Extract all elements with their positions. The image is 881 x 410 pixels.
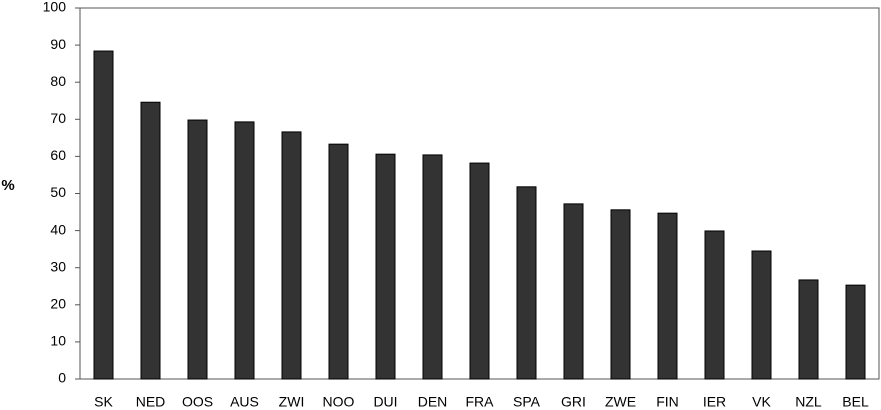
x-tick-label: SPA <box>513 394 541 410</box>
x-tick-label: SK <box>94 394 113 410</box>
bar <box>751 250 772 380</box>
x-tick-label: FIN <box>656 394 679 410</box>
y-tick-label: 10 <box>50 333 66 349</box>
bar <box>563 203 584 380</box>
bar <box>328 143 349 380</box>
x-tick-label: OOS <box>182 394 213 410</box>
y-tick-label: 80 <box>50 73 66 89</box>
y-tick-label: 70 <box>50 110 66 126</box>
x-tick-label: DUI <box>373 394 397 410</box>
y-tick-label: 50 <box>50 184 66 200</box>
bar <box>704 230 725 380</box>
y-tick-label: 60 <box>50 147 66 163</box>
y-tick-label: 90 <box>50 36 66 52</box>
x-tick-label: IER <box>703 394 726 410</box>
x-tick-label: ZWI <box>279 394 305 410</box>
bar <box>469 162 490 380</box>
x-tick-label: DEN <box>418 394 448 410</box>
bar <box>798 279 819 380</box>
x-tick-label: GRI <box>561 394 586 410</box>
x-tick-label: VK <box>752 394 771 410</box>
y-tick-label: 100 <box>43 0 67 15</box>
x-tick-label: AUS <box>230 394 259 410</box>
x-tick-label: ZWE <box>605 394 636 410</box>
x-tick-label: NED <box>136 394 166 410</box>
y-tick-label: 40 <box>50 221 66 237</box>
bar <box>516 186 537 380</box>
x-tick-label: FRA <box>466 394 495 410</box>
bar <box>422 154 443 380</box>
y-axis-label: % <box>1 177 14 194</box>
bar <box>281 131 302 380</box>
x-tick-label: BEL <box>842 394 869 410</box>
x-tick-label: NOO <box>323 394 355 410</box>
y-tick-label: 0 <box>58 370 66 386</box>
bar <box>845 284 866 380</box>
y-tick-label: 20 <box>50 296 66 312</box>
bar <box>657 212 678 380</box>
bar <box>140 101 161 380</box>
x-tick-label: NZL <box>795 394 822 410</box>
bar <box>375 153 396 380</box>
bar <box>610 209 631 380</box>
bar <box>187 119 208 380</box>
bar <box>93 50 114 380</box>
bar <box>234 121 255 380</box>
y-tick-label: 30 <box>50 258 66 274</box>
